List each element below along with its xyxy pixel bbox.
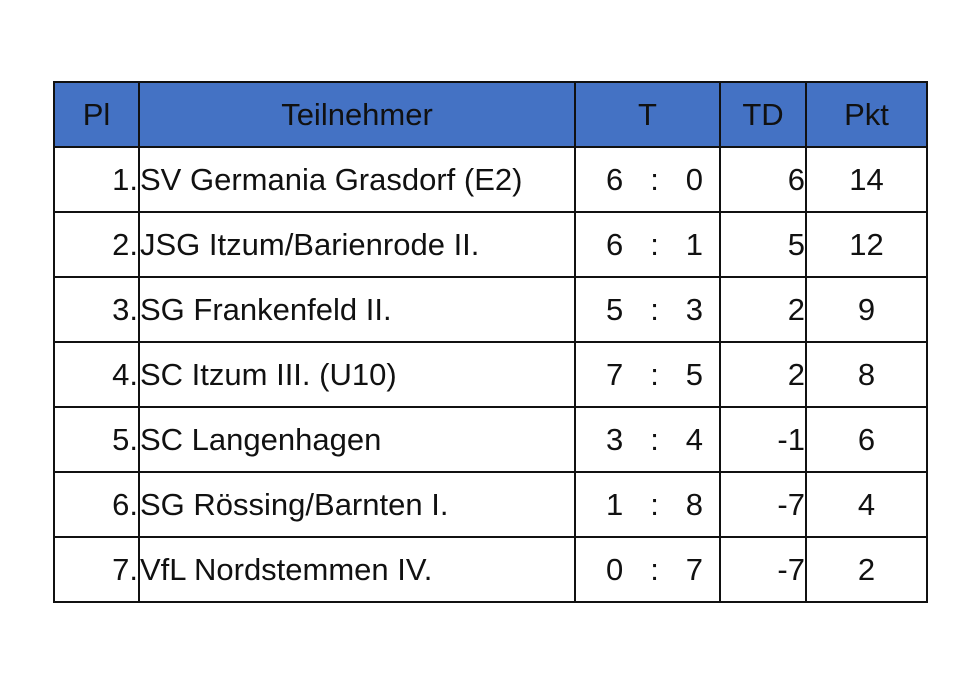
points-cell: 4 [805,471,928,538]
team-cell: SC Langenhagen [138,406,576,473]
rank-cell: 4. [53,341,140,408]
table-row: 6. SG Rössing/Barnten I. 1:8 -7 4 [53,471,928,538]
goal-difference-cell: 5 [719,211,807,278]
goals-cell: 0:7 [574,536,721,603]
goals-cell: 6:1 [574,211,721,278]
header-pkt: Pkt [805,81,928,148]
goals-cell: 1:8 [574,471,721,538]
points-cell: 6 [805,406,928,473]
goals-separator: : [650,486,659,522]
goal-difference-cell: -1 [719,406,807,473]
rank-cell: 1. [53,146,140,213]
goals-against: 8 [685,486,703,522]
goals-against: 3 [685,291,703,327]
rank-cell: 7. [53,536,140,603]
table-row: 5. SC Langenhagen 3:4 -1 6 [53,406,928,473]
goals-cell: 5:3 [574,276,721,343]
goals-for: 6 [606,226,624,262]
goals-separator: : [650,421,659,457]
team-cell: SV Germania Grasdorf (E2) [138,146,576,213]
rank-cell: 6. [53,471,140,538]
table-row: 4. SC Itzum III. (U10) 7:5 2 8 [53,341,928,408]
goals-against: 7 [685,551,703,587]
goals-against: 5 [685,356,703,392]
goals-separator: : [650,356,659,392]
goals-against: 1 [685,226,703,262]
rank-cell: 2. [53,211,140,278]
goals-cell: 6:0 [574,146,721,213]
goals-separator: : [650,226,659,262]
points-cell: 14 [805,146,928,213]
header-t: T [574,81,721,148]
goal-difference-cell: -7 [719,471,807,538]
rank-cell: 5. [53,406,140,473]
table-row: 3. SG Frankenfeld II. 5:3 2 9 [53,276,928,343]
header-pl: Pl [53,81,140,148]
team-cell: JSG Itzum/Barienrode II. [138,211,576,278]
team-cell: SG Frankenfeld II. [138,276,576,343]
goals-for: 6 [606,161,624,197]
goal-difference-cell: -7 [719,536,807,603]
goals-against: 4 [685,421,703,457]
rank-cell: 3. [53,276,140,343]
goals-against: 0 [685,161,703,197]
goal-difference-cell: 2 [719,341,807,408]
header-team: Teilnehmer [138,81,576,148]
goals-separator: : [650,551,659,587]
goals-for: 1 [606,486,624,522]
goals-cell: 7:5 [574,341,721,408]
table-row: 1. SV Germania Grasdorf (E2) 6:0 6 14 [53,146,928,213]
goals-separator: : [650,291,659,327]
goals-for: 7 [606,356,624,392]
header-row: Pl Teilnehmer T TD Pkt [53,81,928,148]
goal-difference-cell: 6 [719,146,807,213]
team-cell: SC Itzum III. (U10) [138,341,576,408]
goals-for: 0 [606,551,624,587]
team-cell: VfL Nordstemmen IV. [138,536,576,603]
table-row: 2. JSG Itzum/Barienrode II. 6:1 5 12 [53,211,928,278]
goals-for: 5 [606,291,624,327]
team-cell: SG Rössing/Barnten I. [138,471,576,538]
table-row: 7. VfL Nordstemmen IV. 0:7 -7 2 [53,536,928,603]
goals-for: 3 [606,421,624,457]
points-cell: 2 [805,536,928,603]
standings-table: Pl Teilnehmer T TD Pkt 1. SV Germania Gr… [53,81,928,603]
goals-separator: : [650,161,659,197]
goal-difference-cell: 2 [719,276,807,343]
points-cell: 9 [805,276,928,343]
points-cell: 12 [805,211,928,278]
goals-cell: 3:4 [574,406,721,473]
points-cell: 8 [805,341,928,408]
header-td: TD [719,81,807,148]
